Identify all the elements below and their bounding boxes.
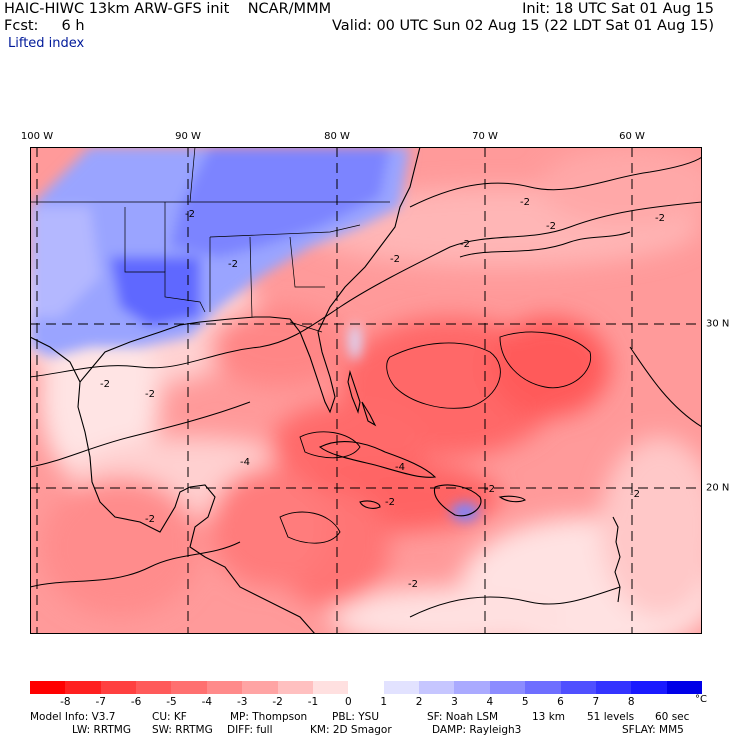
- colorbar-swatch: [595, 681, 632, 694]
- forecast-hour: Fcst: 6 h: [4, 18, 85, 34]
- colorbar-swatch: [560, 681, 597, 694]
- colorbar-label: 7: [592, 696, 600, 708]
- colorbar-label: 0: [344, 696, 352, 708]
- colorbar-swatch: [65, 681, 102, 694]
- state-borders: [30, 147, 390, 333]
- model-info-item: CU: KF: [152, 711, 187, 723]
- lon-label-70w: 70 W: [472, 131, 498, 142]
- valid-time: Valid: 00 UTC Sun 02 Aug 15 (22 LDT Sat …: [332, 18, 714, 34]
- lat-label-20n: 20 N: [706, 482, 730, 494]
- model-info-item: DIFF: full: [227, 724, 273, 736]
- model-info-item: Model Info: V3.7: [30, 711, 116, 723]
- model-info-item: MP: Thompson: [230, 711, 308, 723]
- model-info-item: 13 km: [532, 711, 566, 723]
- colorbar-swatch: [242, 681, 279, 694]
- contour-label: -2: [185, 209, 195, 220]
- colorbar-swatch: [136, 681, 172, 694]
- lon-label-60w: 60 W: [619, 131, 645, 142]
- contour-label: -4: [395, 462, 405, 473]
- colorbar-label: 8: [627, 696, 635, 708]
- model-info-item: PBL: YSU: [332, 711, 380, 723]
- colorbar-swatch: [30, 681, 66, 694]
- colorbar-label: 1: [380, 696, 388, 708]
- colorbar-label: -3: [236, 696, 248, 708]
- contour-label: -2: [520, 197, 530, 208]
- contour-labels: -2 -2 -2 -2 -2 -2 -2 -2 -2 -2 -2 -4 -4 -…: [100, 197, 665, 590]
- colorbar-swatch: [206, 681, 243, 694]
- colorbar-swatch: [631, 681, 668, 694]
- colorbar-label: -4: [201, 696, 213, 708]
- colorbar-swatch: [489, 681, 526, 694]
- contour-label: -2: [145, 514, 155, 525]
- map-frame: [30, 147, 702, 634]
- model-info-item: 60 sec: [655, 711, 690, 723]
- init-time: Init: 18 UTC Sat 01 Aug 15: [522, 1, 714, 17]
- contour-label: -2: [228, 259, 238, 270]
- colorbar-label: 4: [486, 696, 494, 708]
- contour-label: -2: [630, 489, 640, 500]
- lifted-index-map: -2 -2 -2 -2 -2 -2 -2 -2 -2 -2 -2 -4 -4 -…: [30, 147, 702, 634]
- model-info-item: DAMP: Rayleigh3: [432, 724, 522, 736]
- colorbar-unit: °C: [695, 694, 707, 705]
- colorbar-label: -8: [60, 696, 71, 708]
- model-info-item: SF: Noah LSM: [427, 711, 499, 723]
- colorbar-label: -2: [272, 696, 283, 708]
- colorbar-label: -5: [166, 696, 177, 708]
- contour-label: -2: [145, 389, 155, 400]
- lon-label-90w: 90 W: [175, 131, 201, 142]
- colorbar-swatch: [171, 681, 208, 694]
- lon-label-100w: 100 W: [20, 131, 54, 142]
- colorbar-swatch: [525, 681, 562, 694]
- stable-spots: [349, 324, 479, 521]
- coastlines: [30, 147, 621, 634]
- model-info-item: SFLAY: MM5: [622, 724, 684, 736]
- colorbar-label: 3: [451, 696, 458, 708]
- contour-label: -2: [390, 254, 400, 265]
- colorbar: [30, 681, 703, 694]
- model-info-item: SW: RRTMG: [152, 724, 213, 736]
- colorbar-swatch: [348, 681, 385, 694]
- field-name: Lifted index: [8, 36, 85, 51]
- contour-label: -2: [408, 579, 418, 590]
- contours-minus4: [279, 331, 592, 544]
- contour-label: -4: [240, 457, 250, 468]
- colorbar-swatch: [454, 681, 491, 694]
- colorbar-swatch: [312, 681, 349, 694]
- colorbar-swatch: [100, 681, 137, 694]
- model-info-item: 51 levels: [587, 711, 635, 723]
- lat-lon-grid: [30, 147, 702, 634]
- model-info-item: LW: RRTMG: [72, 724, 131, 736]
- colorbar-swatch: [666, 681, 703, 694]
- contour-label: -2: [655, 213, 665, 224]
- colorbar-swatch: [277, 681, 314, 694]
- colorbar-label: 6: [557, 696, 564, 708]
- contour-label: -2: [485, 484, 495, 495]
- contour-label: -2: [460, 239, 470, 250]
- map-panel: -2 -2 -2 -2 -2 -2 -2 -2 -2 -2 -2 -4 -4 -…: [30, 147, 702, 634]
- colorbar-swatch: [383, 681, 420, 694]
- colorbar-label: 5: [521, 696, 529, 708]
- contour-label: -2: [100, 379, 110, 390]
- model-info-item: KM: 2D Smagor: [310, 724, 392, 736]
- contour-label: -2: [385, 497, 395, 508]
- colorbar-label: 2: [415, 696, 423, 708]
- colorbar-label: -7: [95, 696, 106, 708]
- colorbar-swatch: [419, 681, 455, 694]
- map-title: HAIC-HIWC 13km ARW-GFS init NCAR/MMM: [4, 1, 332, 17]
- lat-label-30n: 30 N: [706, 318, 730, 330]
- colorbar-label: -1: [307, 696, 319, 708]
- contours: [30, 156, 702, 618]
- lon-label-80w: 80 W: [324, 131, 350, 142]
- colorbar-label: -6: [130, 696, 142, 708]
- contour-label: -2: [546, 221, 556, 232]
